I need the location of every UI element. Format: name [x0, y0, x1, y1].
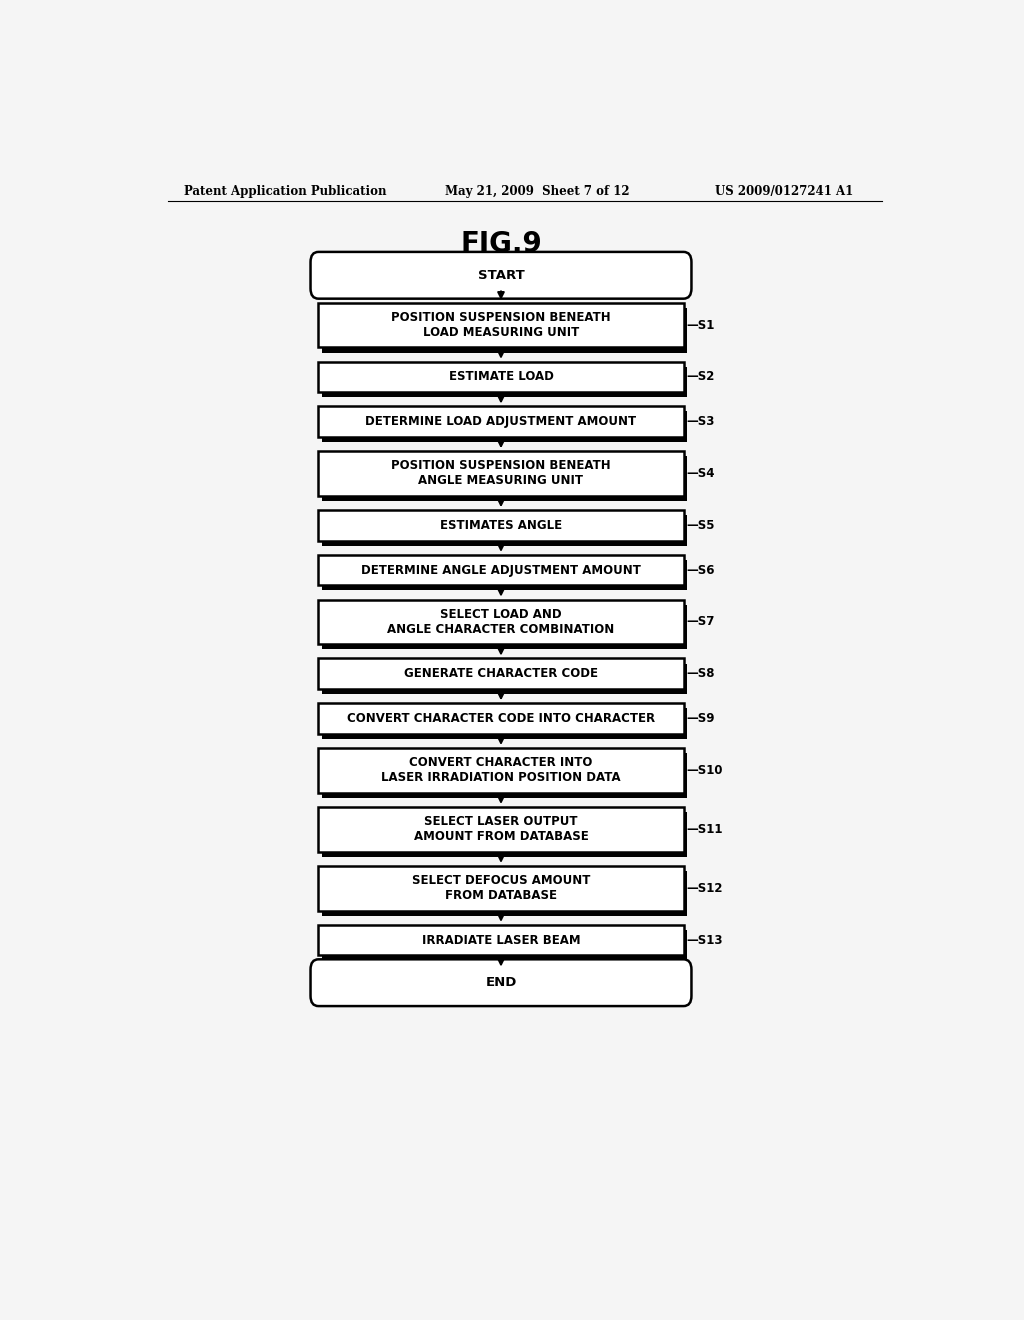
- Text: —S8: —S8: [686, 667, 715, 680]
- Bar: [323, 752, 687, 797]
- Text: —S5: —S5: [686, 519, 715, 532]
- FancyBboxPatch shape: [310, 252, 691, 298]
- Text: —S1: —S1: [686, 318, 715, 331]
- Bar: [323, 664, 687, 694]
- Text: —S4: —S4: [686, 467, 715, 480]
- Text: FIG.9: FIG.9: [460, 230, 542, 257]
- Bar: [318, 302, 684, 347]
- Bar: [323, 457, 687, 500]
- Text: —S2: —S2: [686, 371, 715, 383]
- Bar: [323, 709, 687, 739]
- Bar: [318, 704, 684, 734]
- Bar: [318, 866, 684, 911]
- Text: —S10: —S10: [686, 764, 722, 776]
- Text: POSITION SUSPENSION BENEATH
LOAD MEASURING UNIT: POSITION SUSPENSION BENEATH LOAD MEASURI…: [391, 312, 610, 339]
- Text: DETERMINE LOAD ADJUSTMENT AMOUNT: DETERMINE LOAD ADJUSTMENT AMOUNT: [366, 416, 637, 428]
- Bar: [318, 748, 684, 792]
- Text: —S9: —S9: [686, 711, 715, 725]
- Bar: [318, 407, 684, 437]
- Text: DETERMINE ANGLE ADJUSTMENT AMOUNT: DETERMINE ANGLE ADJUSTMENT AMOUNT: [361, 564, 641, 577]
- Text: IRRADIATE LASER BEAM: IRRADIATE LASER BEAM: [422, 933, 581, 946]
- Text: US 2009/0127241 A1: US 2009/0127241 A1: [715, 185, 854, 198]
- Bar: [318, 599, 684, 644]
- Bar: [323, 515, 687, 545]
- Text: —S13: —S13: [686, 933, 722, 946]
- Text: CONVERT CHARACTER INTO
LASER IRRADIATION POSITION DATA: CONVERT CHARACTER INTO LASER IRRADIATION…: [381, 756, 621, 784]
- Bar: [323, 605, 687, 649]
- Text: END: END: [485, 977, 517, 989]
- Text: —S7: —S7: [686, 615, 715, 628]
- Bar: [323, 929, 687, 961]
- Text: —S3: —S3: [686, 416, 715, 428]
- Text: SELECT LOAD AND
ANGLE CHARACTER COMBINATION: SELECT LOAD AND ANGLE CHARACTER COMBINAT…: [387, 609, 614, 636]
- Bar: [318, 451, 684, 496]
- Bar: [323, 412, 687, 442]
- Text: GENERATE CHARACTER CODE: GENERATE CHARACTER CODE: [404, 667, 598, 680]
- Text: SELECT DEFOCUS AMOUNT
FROM DATABASE: SELECT DEFOCUS AMOUNT FROM DATABASE: [412, 874, 590, 902]
- Bar: [323, 308, 687, 352]
- Bar: [318, 659, 684, 689]
- Bar: [318, 554, 684, 585]
- Bar: [323, 812, 687, 857]
- Text: Patent Application Publication: Patent Application Publication: [183, 185, 386, 198]
- Text: —S12: —S12: [686, 882, 722, 895]
- Text: ESTIMATE LOAD: ESTIMATE LOAD: [449, 371, 553, 383]
- Text: —S6: —S6: [686, 564, 715, 577]
- Bar: [323, 871, 687, 916]
- FancyBboxPatch shape: [310, 960, 691, 1006]
- Text: START: START: [477, 269, 524, 281]
- Bar: [323, 560, 687, 590]
- Bar: [318, 362, 684, 392]
- Text: May 21, 2009  Sheet 7 of 12: May 21, 2009 Sheet 7 of 12: [445, 185, 630, 198]
- Text: CONVERT CHARACTER CODE INTO CHARACTER: CONVERT CHARACTER CODE INTO CHARACTER: [347, 711, 655, 725]
- Bar: [318, 807, 684, 851]
- Bar: [318, 925, 684, 956]
- Text: SELECT LASER OUTPUT
AMOUNT FROM DATABASE: SELECT LASER OUTPUT AMOUNT FROM DATABASE: [414, 816, 589, 843]
- Bar: [323, 367, 687, 397]
- Text: ESTIMATES ANGLE: ESTIMATES ANGLE: [440, 519, 562, 532]
- Text: —S11: —S11: [686, 822, 722, 836]
- Text: POSITION SUSPENSION BENEATH
ANGLE MEASURING UNIT: POSITION SUSPENSION BENEATH ANGLE MEASUR…: [391, 459, 610, 487]
- Bar: [318, 510, 684, 541]
